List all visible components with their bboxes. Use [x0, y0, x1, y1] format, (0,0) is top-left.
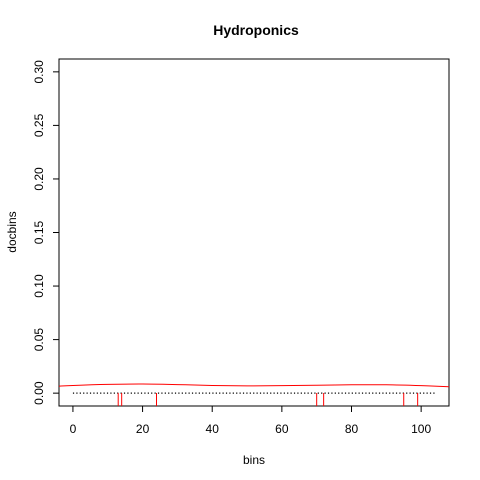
y-axis: 0.00 0.05 0.10 0.15 0.20 0.25 0.30: [32, 60, 60, 405]
y-tick-label: 0.30: [32, 60, 46, 84]
density-curve: [58, 383, 450, 388]
x-tick-label: 20: [136, 422, 150, 436]
x-tick-label: 40: [206, 422, 220, 436]
chart-title: Hydroponics: [213, 22, 299, 38]
x-tick-label: 100: [411, 422, 431, 436]
y-tick-label: 0.00: [32, 381, 46, 405]
x-tick-label: 0: [70, 422, 77, 436]
x-tick-label: 60: [275, 422, 289, 436]
x-axis: 0 20 40 60 80 100: [70, 405, 431, 436]
y-tick-label: 0.10: [32, 274, 46, 298]
x-tick-label: 80: [345, 422, 359, 436]
y-tick-label: 0.05: [32, 328, 46, 352]
y-tick-label: 0.20: [32, 167, 46, 191]
y-axis-label: docbins: [5, 211, 19, 252]
y-tick-label: 0.15: [32, 220, 46, 244]
y-tick-label: 0.25: [32, 113, 46, 137]
plot-frame: [58, 58, 450, 407]
plot-area: [58, 383, 450, 406]
x-axis-label: bins: [243, 453, 265, 467]
